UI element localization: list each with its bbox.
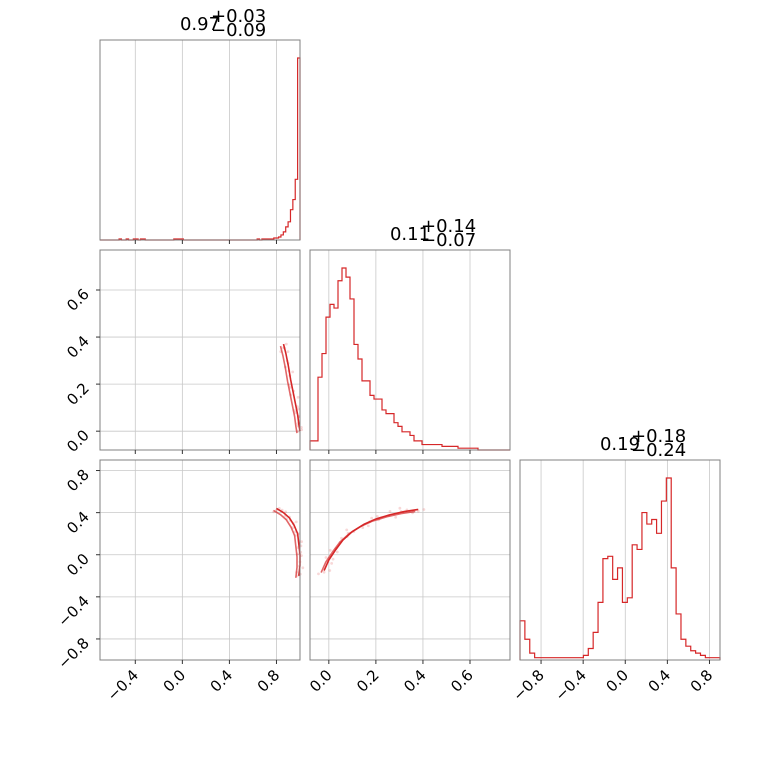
x-tick-label: −0.4	[104, 666, 142, 704]
x-tick-label: 0.8	[687, 666, 717, 696]
title-median: 0.97	[180, 14, 220, 35]
panel-frame-0-0	[99, 39, 301, 241]
panel-frame-2-2	[519, 459, 721, 661]
sample-point	[300, 540, 304, 544]
panel-frame-0-1	[99, 249, 301, 451]
x-tick-label: 0.6	[447, 666, 477, 696]
sample-point	[388, 509, 392, 513]
sample-point	[375, 515, 379, 518]
panel-frame-0-2	[99, 459, 301, 661]
sample-point	[300, 428, 304, 432]
x-tick-label: 0.4	[207, 666, 237, 696]
y-tick-label: 0.2	[63, 379, 93, 409]
x-tick-label: 0.0	[160, 666, 190, 696]
sample-point	[291, 370, 295, 374]
panel-title-1: 0.11	[390, 224, 430, 245]
histogram-1	[309, 267, 510, 451]
contour-0-1	[282, 343, 301, 432]
title-minus-error: −0.09	[211, 20, 266, 41]
x-tick-label: 0.4	[400, 666, 430, 696]
panel-title-0: 0.97	[180, 14, 220, 35]
y-tick-label: 0.0	[63, 550, 93, 580]
title-plus-error: +0.14	[421, 216, 476, 237]
panel-frame-1-2	[309, 459, 511, 661]
sample-point	[394, 515, 398, 519]
sample-point	[328, 548, 332, 552]
contour-outer-0-1	[279, 345, 298, 434]
x-tick-label: 0.2	[353, 666, 383, 696]
panel-frame-1-1	[309, 249, 511, 451]
sample-point	[422, 508, 426, 511]
x-tick-label: 0.4	[645, 666, 675, 696]
sample-point	[296, 395, 300, 399]
sample-point	[335, 550, 339, 554]
x-tick-label: −0.8	[509, 666, 547, 704]
sample-point	[294, 411, 297, 415]
contour-outer-0-2	[273, 509, 298, 578]
title-plus-error: +0.03	[211, 6, 266, 27]
y-tick-label: 0.8	[63, 466, 93, 496]
sample-point	[294, 520, 298, 524]
sample-point	[345, 528, 349, 532]
title-plus-error: +0.18	[631, 426, 686, 447]
y-tick-label: 0.4	[63, 332, 93, 362]
sample-point	[361, 526, 365, 529]
y-tick-label: −0.4	[54, 592, 92, 630]
sample-point	[331, 557, 335, 561]
x-tick-label: −0.4	[551, 666, 589, 704]
x-tick-label: 0.0	[306, 666, 336, 696]
sample-point	[370, 516, 374, 520]
sample-point	[284, 510, 288, 514]
title-median: 0.19	[600, 434, 640, 455]
sample-point	[416, 509, 420, 513]
sample-point	[317, 572, 320, 576]
title-minus-error: −0.07	[421, 230, 476, 251]
y-tick-label: −0.8	[54, 634, 92, 672]
histogram-2	[519, 477, 721, 660]
sample-point	[301, 566, 305, 570]
y-tick-label: 0.6	[63, 285, 93, 315]
sample-point	[366, 524, 370, 528]
sample-point	[328, 569, 332, 572]
y-tick-label: 0.0	[63, 426, 93, 456]
sample-point	[398, 506, 402, 510]
x-tick-label: 0.0	[602, 666, 632, 696]
title-median: 0.11	[390, 224, 430, 245]
x-tick-label: 0.8	[254, 666, 284, 696]
sample-point	[330, 561, 334, 565]
histogram-0	[100, 57, 301, 241]
sample-point	[324, 556, 328, 559]
sample-point	[296, 407, 300, 411]
sample-point	[322, 570, 326, 574]
sample-point	[284, 342, 288, 346]
panel-title-2: 0.19	[600, 434, 640, 455]
contour-outer-1-2	[320, 510, 416, 573]
y-tick-label: 0.4	[63, 508, 93, 538]
sample-point	[286, 350, 290, 354]
sample-point	[300, 426, 303, 429]
title-minus-error: −0.24	[631, 440, 686, 461]
